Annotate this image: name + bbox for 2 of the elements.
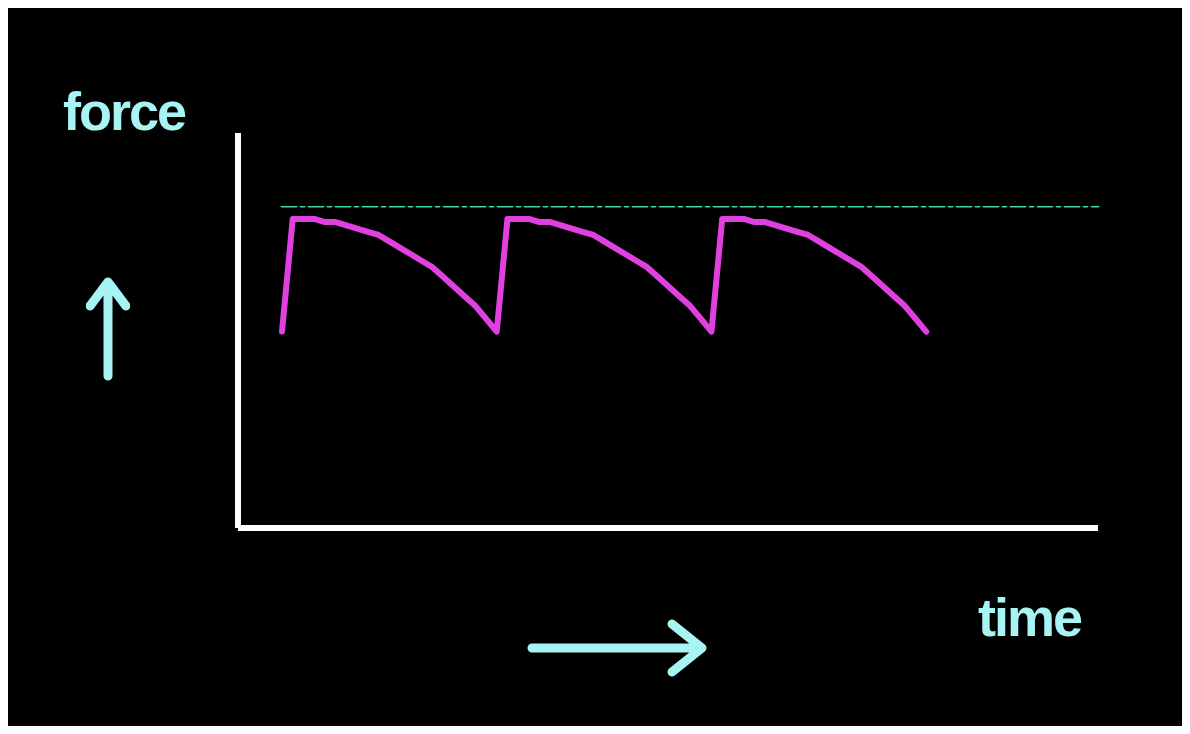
y-axis-title: force bbox=[63, 80, 186, 142]
x-axis-title: time bbox=[978, 586, 1082, 648]
